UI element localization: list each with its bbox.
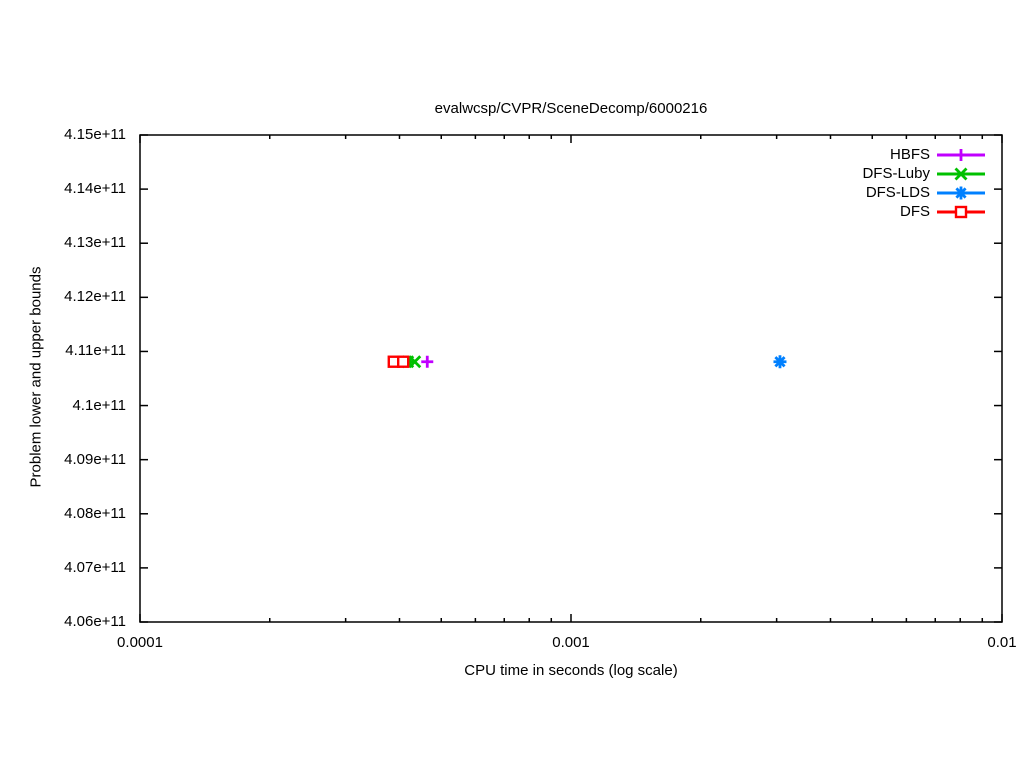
legend-sample-dfs-luby-cross-marker (954, 167, 968, 181)
y-tick-label: 4.12e+11 (64, 288, 126, 306)
x-axis-label: CPU time in seconds (log scale) (464, 662, 678, 679)
series-dfs-luby-cross-marker (408, 355, 422, 369)
x-tick-label: 0.01 (987, 634, 1017, 651)
y-tick-label: 4.09e+11 (64, 450, 126, 468)
y-tick-label: 4.14e+11 (64, 180, 126, 198)
legend-label-dfs-lds: DFS-LDS (865, 184, 930, 201)
series-dfs-lds-star-marker (773, 355, 787, 369)
legend-label-dfs-luby: DFS-Luby (862, 165, 930, 182)
chart-title: evalwcsp/CVPR/SceneDecomp/6000216 (434, 100, 708, 117)
y-tick-label: 4.08e+11 (64, 504, 126, 522)
series-dfs-square-marker (396, 355, 410, 368)
legend-label-dfs: DFS (900, 203, 930, 220)
legend-sample-dfs-lds-star-marker (954, 186, 968, 200)
y-tick-label: 4.1e+11 (72, 396, 126, 414)
series-hbfs-plus-marker (421, 355, 434, 368)
y-tick-label: 4.06e+11 (64, 613, 126, 630)
y-tick-label: 4.11e+11 (65, 342, 126, 360)
y-tick-label: 4.13e+11 (64, 234, 126, 252)
x-tick-label: 0.0001 (117, 634, 163, 651)
legend-sample-dfs-square-marker (954, 205, 968, 219)
x-tick-label: 0.001 (552, 634, 590, 651)
y-tick-label: 4.07e+11 (64, 558, 126, 576)
legend-sample-hbfs-plus-marker (955, 149, 967, 161)
legend-label-hbfs: HBFS (889, 146, 930, 163)
y-tick-label: 4.15e+11 (64, 126, 126, 143)
plot-frame (139, 134, 1003, 623)
